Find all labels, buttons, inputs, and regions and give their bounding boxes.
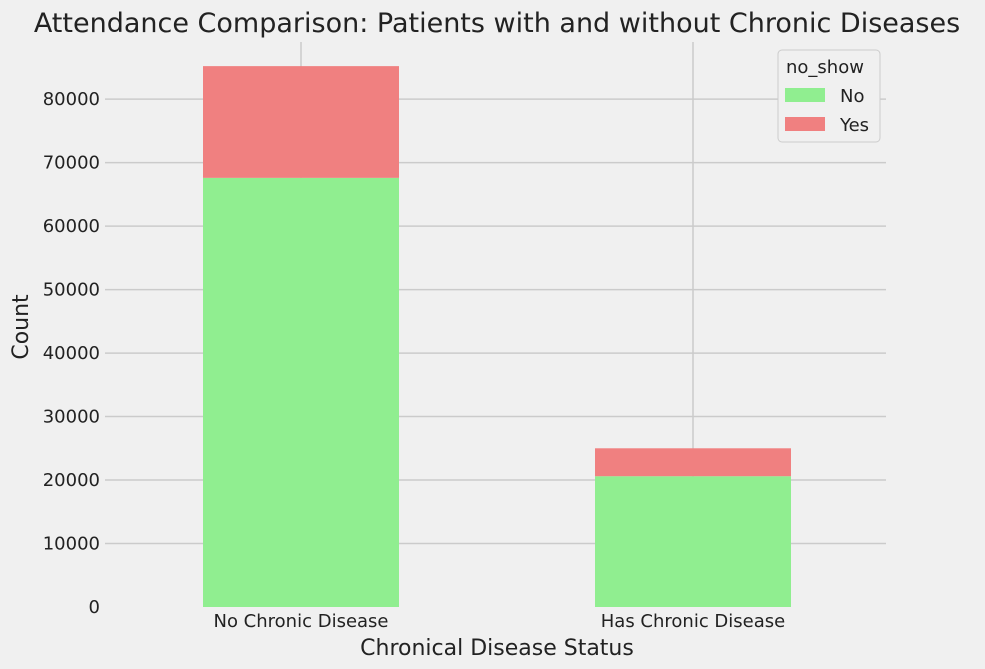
legend-label-yes: Yes — [839, 115, 869, 136]
y-axis-title: Count — [9, 294, 34, 360]
legend: no_show No Yes — [777, 49, 881, 143]
bar-1-yes — [203, 66, 399, 178]
y-tick-label: 0 — [89, 597, 100, 618]
legend-swatch-no — [785, 88, 825, 102]
y-tick-label: 30000 — [43, 407, 100, 428]
y-tick-label: 10000 — [43, 534, 100, 555]
bar-2-no — [595, 476, 791, 607]
x-tick-label: Has Chronic Disease — [601, 611, 785, 632]
y-tick-label: 60000 — [43, 216, 100, 237]
legend-swatch-yes — [785, 117, 825, 131]
y-tick-label: 50000 — [43, 280, 100, 301]
y-tick-label: 20000 — [43, 470, 100, 491]
bars — [203, 66, 791, 607]
x-axis-title: Chronical Disease Status — [360, 636, 634, 661]
y-tick-labels: 0 10000 20000 30000 40000 50000 60000 70000 8000… — [43, 89, 100, 618]
bar-1-no — [203, 177, 399, 607]
x-tick-label: No Chronic Disease — [213, 611, 388, 632]
bar-2-yes — [595, 448, 791, 477]
x-tick-labels: No Chronic Disease Has Chronic Disease — [213, 611, 785, 632]
y-tick-label: 70000 — [43, 153, 100, 174]
y-tick-label: 40000 — [43, 343, 100, 364]
y-tick-label: 80000 — [43, 89, 100, 110]
chart-title: Attendance Comparison: Patients with and… — [34, 8, 960, 39]
legend-title: no_show — [786, 57, 864, 78]
legend-label-no: No — [840, 86, 864, 107]
